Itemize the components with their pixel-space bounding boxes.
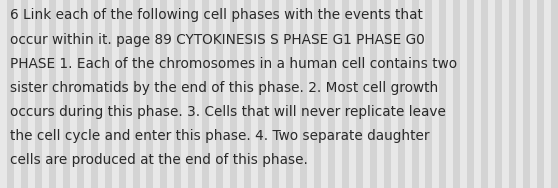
Text: 6 Link each of the following cell phases with the events that: 6 Link each of the following cell phases…: [10, 8, 423, 22]
Text: cells are produced at the end of this phase.: cells are produced at the end of this ph…: [10, 153, 308, 167]
Text: sister chromatids by the end of this phase. 2. Most cell growth: sister chromatids by the end of this pha…: [10, 81, 438, 95]
Text: PHASE 1. Each of the chromosomes in a human cell contains two: PHASE 1. Each of the chromosomes in a hu…: [10, 57, 457, 70]
Text: the cell cycle and enter this phase. 4. Two separate daughter: the cell cycle and enter this phase. 4. …: [10, 129, 430, 143]
Text: occurs during this phase. 3. Cells that will never replicate leave: occurs during this phase. 3. Cells that …: [10, 105, 446, 119]
Text: occur within it. page 89 CYTOKINESIS S PHASE G1 PHASE G0: occur within it. page 89 CYTOKINESIS S P…: [10, 33, 425, 46]
